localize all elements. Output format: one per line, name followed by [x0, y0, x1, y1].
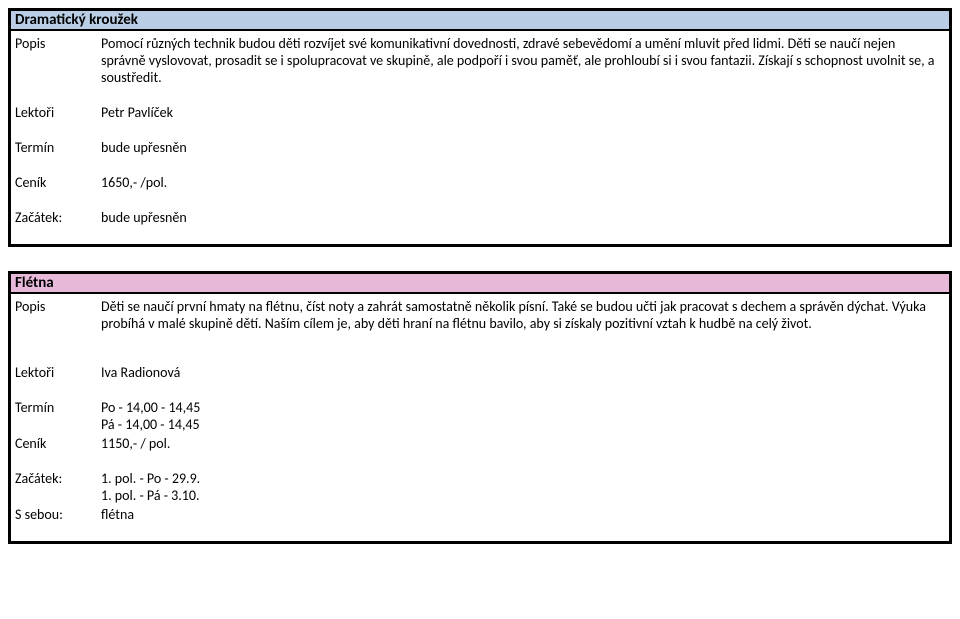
card-title-bar: Dramatický kroužek [11, 11, 949, 31]
row-termin: Termín Po - 14,00 - 14,45 Pá - 14,00 - 1… [15, 399, 945, 433]
card-title-bar: Flétna [11, 274, 949, 294]
row-zacatek: Začátek: 1. pol. - Po - 29.9. 1. pol. - … [15, 470, 945, 504]
zacatek-line1: 1. pol. - Po - 29.9. [101, 470, 939, 487]
label-lektori: Lektoři [15, 364, 101, 381]
value-termin: Po - 14,00 - 14,45 Pá - 14,00 - 14,45 [101, 399, 945, 433]
card-title: Dramatický kroužek [15, 11, 138, 29]
value-zacatek: 1. pol. - Po - 29.9. 1. pol. - Pá - 3.10… [101, 470, 945, 504]
label-ssebou: S sebou: [15, 506, 101, 523]
card-body: Popis Pomocí různých technik budou děti … [11, 31, 949, 244]
label-lektori: Lektoři [15, 104, 101, 121]
label-termin: Termín [15, 399, 101, 416]
termin-line2: Pá - 14,00 - 14,45 [101, 416, 939, 433]
row-cenik: Ceník 1650,- /pol. [15, 174, 945, 191]
value-cenik: 1150,- / pol. [101, 435, 945, 452]
label-popis: Popis [15, 298, 101, 315]
row-zacatek: Začátek: bude upřesněn [15, 209, 945, 226]
label-popis: Popis [15, 35, 101, 52]
value-zacatek: bude upřesněn [101, 209, 945, 226]
value-popis: Pomocí různých technik budou děti rozvíj… [101, 35, 945, 86]
value-popis: Děti se naučí první hmaty na flétnu, čís… [101, 298, 945, 332]
value-cenik: 1650,- /pol. [101, 174, 945, 191]
zacatek-line2: 1. pol. - Pá - 3.10. [101, 487, 939, 504]
row-termin: Termín bude upřesněn [15, 139, 945, 156]
value-termin: bude upřesněn [101, 139, 945, 156]
value-lektori: Petr Pavlíček [101, 104, 945, 121]
row-popis: Popis Děti se naučí první hmaty na flétn… [15, 298, 945, 332]
row-popis: Popis Pomocí různých technik budou děti … [15, 35, 945, 86]
label-cenik: Ceník [15, 435, 101, 452]
label-zacatek: Začátek: [15, 209, 101, 226]
card-title: Flétna [15, 274, 54, 292]
card-body: Popis Děti se naučí první hmaty na flétn… [11, 294, 949, 541]
label-termin: Termín [15, 139, 101, 156]
value-lektori: Iva Radionová [101, 364, 945, 381]
row-ssebou: S sebou: flétna [15, 506, 945, 523]
value-ssebou: flétna [101, 506, 945, 523]
row-cenik: Ceník 1150,- / pol. [15, 435, 945, 452]
course-card-dramaticky: Dramatický kroužek Popis Pomocí různých … [8, 8, 952, 247]
course-card-fletna: Flétna Popis Děti se naučí první hmaty n… [8, 271, 952, 544]
label-cenik: Ceník [15, 174, 101, 191]
row-lektori: Lektoři Iva Radionová [15, 364, 945, 381]
label-zacatek: Začátek: [15, 470, 101, 487]
termin-line1: Po - 14,00 - 14,45 [101, 399, 939, 416]
row-lektori: Lektoři Petr Pavlíček [15, 104, 945, 121]
